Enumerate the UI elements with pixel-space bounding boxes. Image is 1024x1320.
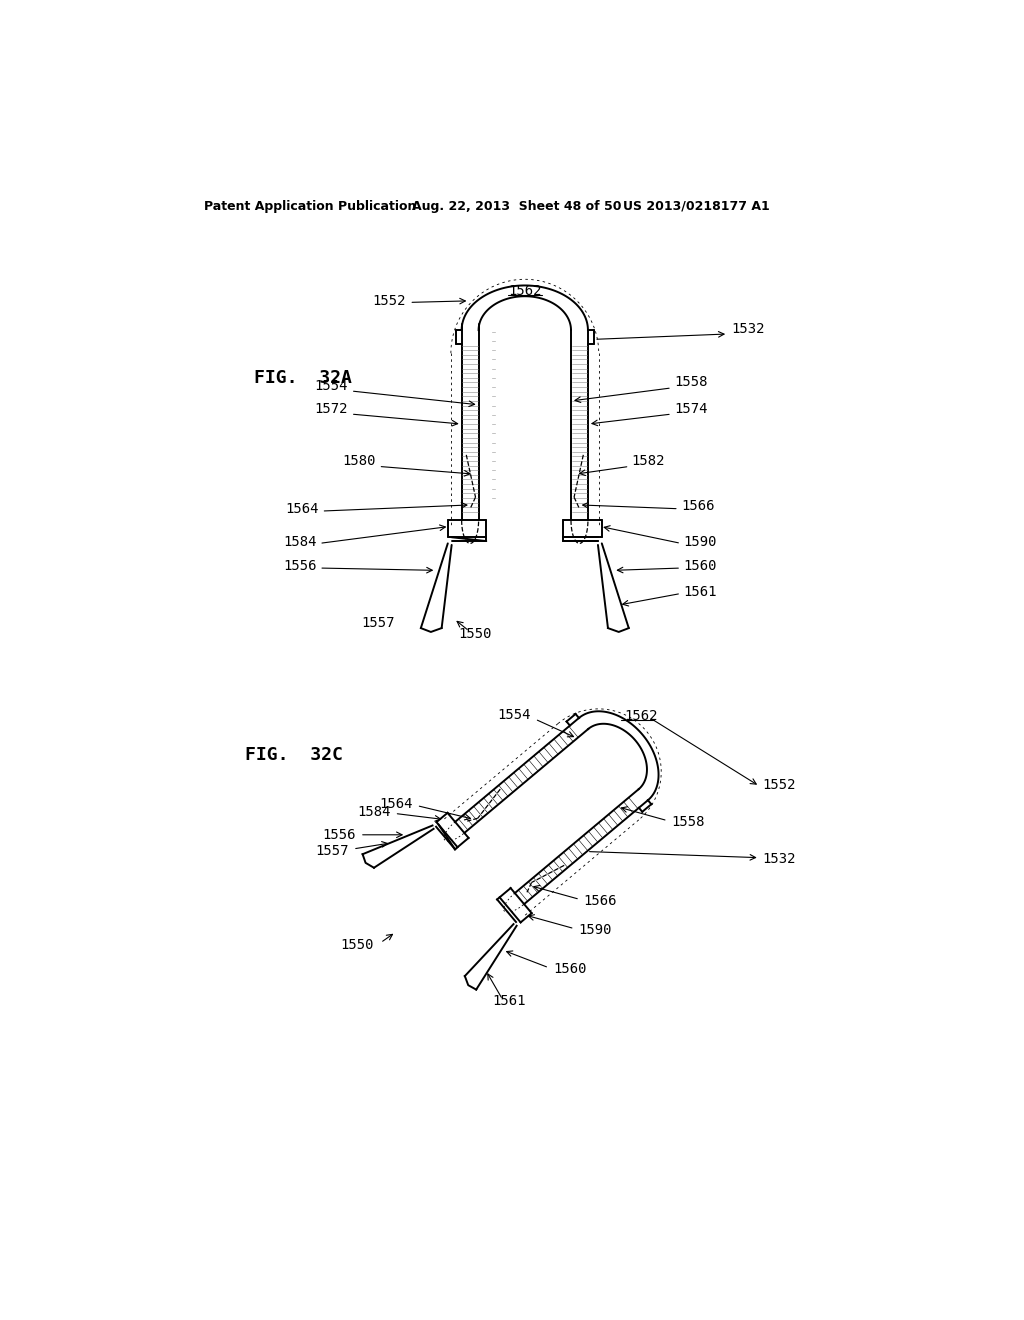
- Text: Patent Application Publication: Patent Application Publication: [204, 199, 416, 213]
- Text: 1556: 1556: [284, 560, 316, 573]
- Text: 1557: 1557: [361, 616, 395, 631]
- Text: 1552: 1552: [762, 777, 796, 792]
- Text: 1554: 1554: [314, 379, 348, 392]
- Text: 1566: 1566: [681, 499, 715, 513]
- Text: 1558: 1558: [672, 816, 705, 829]
- Text: Aug. 22, 2013  Sheet 48 of 50: Aug. 22, 2013 Sheet 48 of 50: [412, 199, 622, 213]
- Text: 1562: 1562: [508, 284, 542, 298]
- Text: 1580: 1580: [342, 454, 376, 469]
- Text: 1558: 1558: [674, 375, 708, 388]
- Text: FIG.  32C: FIG. 32C: [245, 746, 342, 764]
- Text: 1590: 1590: [579, 923, 612, 937]
- Text: 1550: 1550: [341, 939, 374, 952]
- Text: 1554: 1554: [498, 708, 531, 722]
- Text: 1564: 1564: [379, 797, 413, 810]
- Text: 1556: 1556: [323, 828, 356, 842]
- Text: 1574: 1574: [674, 401, 708, 416]
- Text: 1562: 1562: [625, 709, 658, 723]
- Text: 1584: 1584: [357, 805, 391, 818]
- Text: 1561: 1561: [493, 994, 525, 1008]
- Text: 1552: 1552: [373, 294, 407, 308]
- Text: 1561: 1561: [683, 585, 717, 599]
- Text: 1550: 1550: [459, 627, 493, 642]
- Text: 1564: 1564: [286, 502, 319, 516]
- Text: 1566: 1566: [584, 894, 617, 908]
- Text: 1532: 1532: [731, 322, 765, 337]
- Text: 1590: 1590: [683, 535, 717, 549]
- Text: 1557: 1557: [315, 843, 349, 858]
- Text: 1582: 1582: [631, 454, 665, 469]
- Text: FIG.  32A: FIG. 32A: [254, 368, 351, 387]
- Text: 1560: 1560: [683, 560, 717, 573]
- Text: 1572: 1572: [314, 401, 348, 416]
- Text: 1560: 1560: [553, 962, 587, 977]
- Text: 1584: 1584: [284, 535, 316, 549]
- Text: 1532: 1532: [762, 853, 796, 866]
- Text: US 2013/0218177 A1: US 2013/0218177 A1: [624, 199, 770, 213]
